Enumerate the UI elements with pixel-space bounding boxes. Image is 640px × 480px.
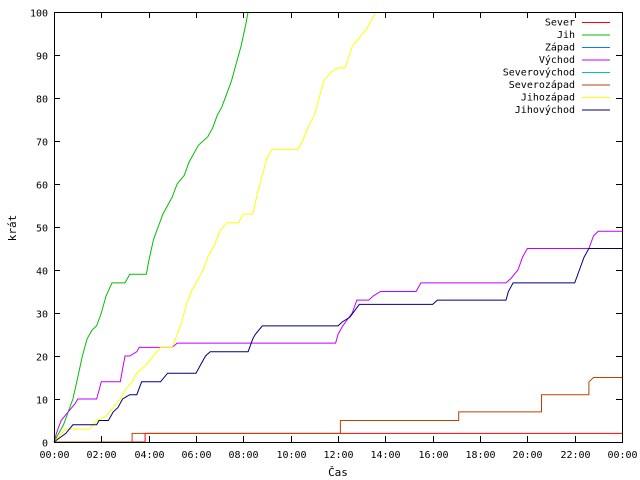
- legend-label-vychod: Východ: [539, 54, 575, 66]
- x-tick-label: 18:00: [465, 450, 495, 461]
- x-tick-label: 20:00: [512, 450, 542, 461]
- legend-label-jihozapad: Jihozápad: [521, 92, 575, 104]
- series-line-vychod: [53, 230, 622, 443]
- legend-label-jih: Jih: [557, 30, 575, 41]
- x-tick-label: 12:00: [323, 450, 353, 461]
- y-tick-label: 50: [36, 224, 48, 235]
- y-tick-label: 30: [36, 310, 48, 321]
- y-tick-label: 20: [36, 353, 48, 364]
- legend-label-severozapad: Severozápad: [509, 79, 575, 91]
- series-line-severozapad: [54, 377, 622, 443]
- series-line-jih: [53, 11, 249, 443]
- legend-label-zapad: Západ: [545, 42, 575, 54]
- x-tick-label: 06:00: [181, 450, 211, 461]
- y-tick-label: 40: [36, 267, 48, 278]
- y-tick-label: 80: [36, 95, 48, 106]
- x-tick-label: 22:00: [560, 450, 590, 461]
- series-line-jihovychod: [53, 248, 622, 443]
- x-tick-label: 10:00: [276, 450, 306, 461]
- x-tick-label: 00:00: [39, 450, 69, 461]
- series-line-jihozapad: [53, 11, 377, 443]
- x-tick-label: 14:00: [370, 450, 400, 461]
- x-tick-label: 02:00: [86, 450, 116, 461]
- y-tick-label: 10: [36, 396, 48, 407]
- y-tick-label: 60: [36, 181, 48, 192]
- y-tick-label: 0: [42, 439, 48, 450]
- y-tick-label: 70: [36, 138, 48, 149]
- x-tick-label: 04:00: [134, 450, 164, 461]
- x-tick-label: 00:00: [607, 450, 637, 461]
- y-axis-title: krát: [6, 215, 19, 242]
- legend: SeverJihZápadVýchodSeverovýchodSeverozáp…: [503, 18, 610, 116]
- y-tick-label: 90: [36, 52, 48, 63]
- legend-label-jihovychod: Jihovýchod: [515, 104, 575, 116]
- x-axis-title: Čas: [328, 466, 348, 479]
- y-tick-label: 100: [30, 9, 48, 20]
- x-tick-label: 08:00: [228, 450, 258, 461]
- ticks-layer: 0 10 20 30 40 50 60 70 80 90 100 00:00 02:00 04:00 06:…: [30, 9, 638, 462]
- legend-label-sever: Sever: [545, 18, 575, 29]
- x-tick-label: 16:00: [418, 450, 448, 461]
- legend-label-severovychod: Severovýchod: [503, 67, 575, 79]
- series-layer: [53, 11, 622, 443]
